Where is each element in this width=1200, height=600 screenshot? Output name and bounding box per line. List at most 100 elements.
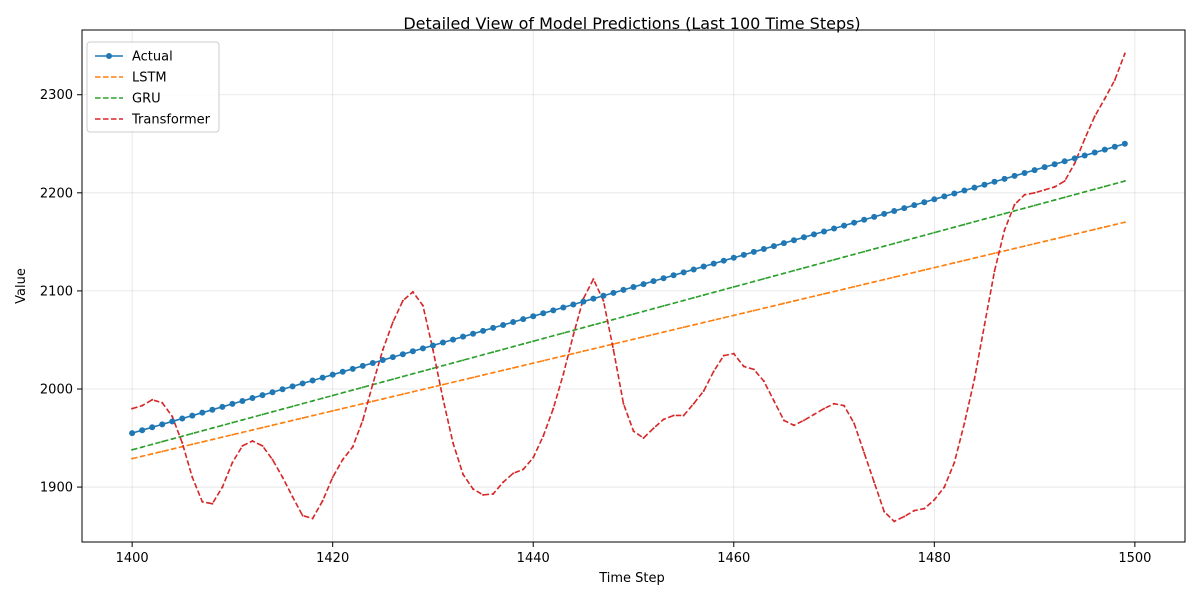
data-point-gru xyxy=(462,359,465,362)
data-point-actual xyxy=(500,321,507,328)
data-point-actual xyxy=(229,400,236,407)
data-point-lstm xyxy=(341,407,344,410)
data-point-actual xyxy=(550,307,557,314)
data-point-gru xyxy=(351,389,354,392)
data-point-lstm xyxy=(602,345,605,348)
data-point-lstm xyxy=(221,436,224,439)
data-point-transformer xyxy=(251,439,254,442)
data-point-actual xyxy=(299,380,306,387)
data-point-gru xyxy=(782,272,785,275)
data-point-lstm xyxy=(261,426,264,429)
data-point-actual xyxy=(620,286,627,293)
data-point-transformer xyxy=(441,397,444,400)
data-point-transformer xyxy=(1063,180,1066,183)
data-point-actual xyxy=(1101,146,1108,153)
data-point-actual xyxy=(1011,172,1018,179)
data-point-lstm xyxy=(552,357,555,360)
data-point-gru xyxy=(421,370,424,373)
data-point-lstm xyxy=(131,457,134,460)
x-tick-label: 1400 xyxy=(116,551,149,566)
data-point-actual xyxy=(1111,143,1118,150)
data-point-lstm xyxy=(321,412,324,415)
data-point-transformer xyxy=(612,348,615,351)
data-point-actual xyxy=(921,199,928,206)
data-point-actual xyxy=(760,246,767,252)
data-point-lstm xyxy=(421,388,424,391)
data-point-transformer xyxy=(913,509,916,512)
data-point-gru xyxy=(802,266,805,269)
data-point-gru xyxy=(622,315,625,318)
data-point-transformer xyxy=(933,498,936,501)
data-point-transformer xyxy=(742,365,745,368)
data-point-lstm xyxy=(792,300,795,303)
series-markers-transformer xyxy=(131,52,1126,523)
data-point-actual xyxy=(189,412,196,419)
data-point-transformer xyxy=(963,422,966,425)
data-point-gru xyxy=(792,269,795,272)
series-line-actual xyxy=(131,143,1126,434)
data-point-transformer xyxy=(421,304,424,307)
data-point-gru xyxy=(431,367,434,370)
data-point-transformer xyxy=(361,419,364,422)
data-point-transformer xyxy=(462,473,465,476)
data-point-gru xyxy=(301,402,304,405)
data-point-gru xyxy=(1123,180,1126,183)
data-point-gru xyxy=(752,280,755,283)
data-point-transformer xyxy=(301,514,304,517)
data-point-actual xyxy=(891,208,898,214)
data-point-gru xyxy=(361,386,364,389)
data-point-gru xyxy=(893,242,896,245)
data-point-transformer xyxy=(261,444,264,447)
data-point-transformer xyxy=(1013,203,1016,206)
data-point-lstm xyxy=(331,409,334,412)
data-point-gru xyxy=(953,226,956,229)
data-point-transformer xyxy=(241,444,244,447)
data-point-actual xyxy=(1081,152,1088,159)
data-point-actual xyxy=(700,263,707,270)
data-point-gru xyxy=(582,326,585,329)
data-point-gru xyxy=(983,218,986,221)
data-point-actual xyxy=(560,304,567,311)
data-point-actual xyxy=(319,374,326,381)
data-point-transformer xyxy=(873,481,876,484)
data-point-lstm xyxy=(712,319,715,322)
data-point-lstm xyxy=(1033,242,1036,245)
data-point-actual xyxy=(831,225,838,232)
data-point-transformer xyxy=(1003,229,1006,232)
data-point-actual xyxy=(660,275,667,282)
data-point-actual xyxy=(460,333,467,340)
data-point-actual xyxy=(1121,140,1128,147)
data-point-actual xyxy=(1021,170,1028,176)
data-point-lstm xyxy=(853,285,856,288)
data-point-transformer xyxy=(903,515,906,518)
data-point-actual xyxy=(600,292,607,299)
data-point-lstm xyxy=(1053,237,1056,240)
data-point-lstm xyxy=(843,288,846,291)
data-point-transformer xyxy=(331,476,334,479)
legend: Actual LSTM GRU Transformer xyxy=(86,41,220,133)
data-point-lstm xyxy=(782,302,785,305)
data-point-transformer xyxy=(923,507,926,510)
data-point-lstm xyxy=(452,381,455,384)
data-point-lstm xyxy=(983,254,986,257)
data-point-lstm xyxy=(732,314,735,317)
data-point-gru xyxy=(532,340,535,343)
y-tick-label: 2200 xyxy=(40,186,73,201)
data-point-gru xyxy=(441,364,444,367)
data-point-gru xyxy=(1003,212,1006,215)
data-point-lstm xyxy=(953,261,956,264)
data-point-actual xyxy=(961,187,968,194)
data-point-actual xyxy=(269,389,276,396)
data-point-lstm xyxy=(141,455,144,458)
y-axis-label: Value xyxy=(14,268,29,304)
data-point-transformer xyxy=(532,456,535,459)
data-point-lstm xyxy=(401,393,404,396)
data-point-transformer xyxy=(271,458,274,461)
data-point-lstm xyxy=(903,273,906,276)
data-point-gru xyxy=(211,427,214,430)
data-point-gru xyxy=(311,399,314,402)
data-point-actual xyxy=(510,319,517,326)
data-point-transformer xyxy=(572,334,575,337)
data-point-actual xyxy=(670,272,677,279)
